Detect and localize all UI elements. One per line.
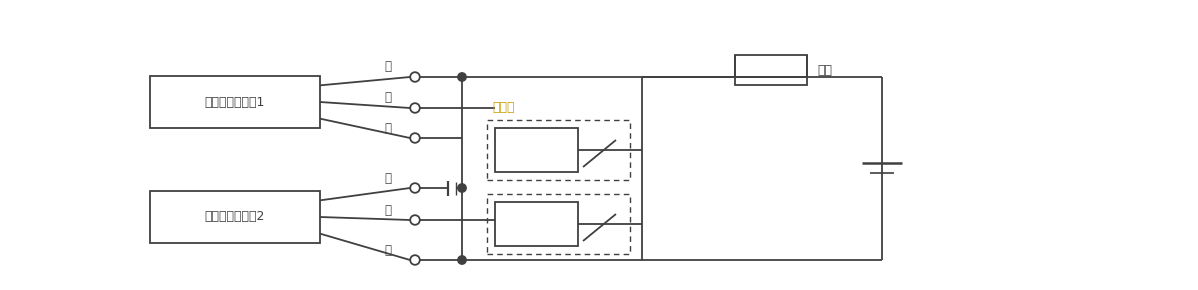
Text: 茶: 茶: [385, 171, 392, 184]
Bar: [736, 55, 807, 85]
Text: 負荷: 負荷: [817, 64, 831, 77]
Circle shape: [458, 256, 466, 264]
Text: 青: 青: [385, 122, 392, 135]
Text: 黒: 黒: [385, 204, 392, 217]
Text: リレー: リレー: [492, 101, 514, 114]
Bar: [150, 191, 320, 243]
Text: 青: 青: [385, 244, 392, 256]
Bar: [150, 76, 320, 128]
Text: オートスイッチ2: オートスイッチ2: [205, 211, 265, 224]
Circle shape: [458, 73, 466, 81]
Bar: [495, 202, 577, 246]
Text: 茶: 茶: [385, 61, 392, 73]
Bar: [495, 128, 577, 172]
Text: 黒: 黒: [385, 92, 392, 104]
Circle shape: [458, 184, 466, 192]
Text: オートスイッチ1: オートスイッチ1: [205, 95, 265, 108]
